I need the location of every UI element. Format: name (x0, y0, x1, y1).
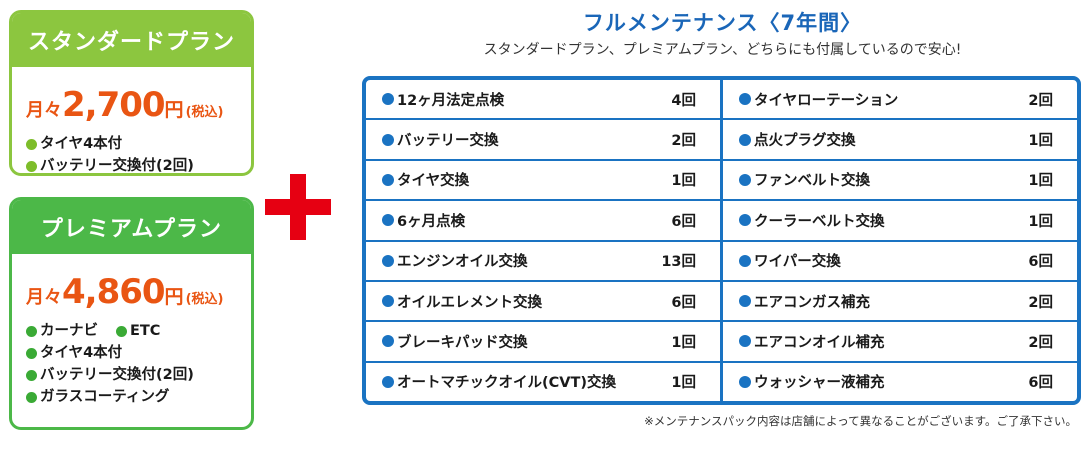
standard-plan-price: 月々 2,700 円 (税込) (26, 85, 251, 125)
price-amount: 2,700 (62, 85, 166, 125)
standard-plan-title: スタンダードプラン (12, 13, 251, 67)
bullet-icon (739, 375, 751, 388)
table-row: ファンベルト交換 1回 (723, 161, 1077, 202)
bullet-icon (382, 93, 394, 106)
feature-item: ガラスコーティング (26, 386, 251, 408)
table-row: タイヤ交換 1回 (366, 161, 720, 202)
bullet-icon (26, 347, 37, 359)
bullet-icon (382, 254, 394, 267)
table-row: 12ヶ月法定点検 4回 (366, 80, 720, 121)
bullet-icon (382, 295, 394, 308)
feature-item: バッテリー交換付(2回) (26, 364, 251, 386)
table-row: オートマチックオイル(CVT)交換 1回 (366, 363, 720, 401)
bullet-icon (382, 335, 394, 348)
price-prefix: 月々 (26, 287, 62, 308)
bullet-icon (739, 335, 751, 348)
feature-item: バッテリー交換付(2回) (26, 155, 251, 173)
bullet-icon (739, 295, 751, 308)
bullet-icon (382, 133, 394, 146)
table-row: ウォッシャー液補充 6回 (723, 363, 1077, 401)
item-count: 1回 (671, 375, 696, 392)
premium-plan-title: プレミアムプラン (12, 200, 251, 254)
price-amount: 4,860 (62, 272, 166, 312)
bullet-icon (26, 138, 37, 150)
table-row: エンジンオイル交換 13回 (366, 242, 720, 282)
item-count: 6回 (1028, 375, 1053, 392)
item-count: 1回 (1028, 173, 1053, 190)
item-count: 6回 (671, 213, 696, 230)
bullet-icon (26, 325, 37, 337)
bullet-icon (739, 254, 751, 267)
table-row: クーラーベルト交換 1回 (723, 201, 1077, 242)
bullet-icon (739, 133, 751, 146)
table-row: タイヤローテーション 2回 (723, 80, 1077, 121)
maintenance-title: フルメンテナンス〈7年間〉 (582, 11, 863, 35)
item-count: 1回 (1028, 213, 1053, 230)
bullet-icon (26, 391, 37, 403)
feature-item: タイヤ4本付 (26, 133, 251, 155)
bullet-icon (739, 173, 751, 186)
table-row: エアコンガス補充 2回 (723, 282, 1077, 323)
item-count: 2回 (1028, 334, 1053, 351)
maintenance-column-left: 12ヶ月法定点検 4回 バッテリー交換 2回 タイヤ交換 1回 6ヶ月点検 6回 エンジ… (366, 80, 723, 401)
bullet-icon (382, 173, 394, 186)
item-count: 1回 (671, 334, 696, 351)
item-count: 4回 (671, 92, 696, 109)
item-count: 1回 (1028, 133, 1053, 150)
bullet-icon (26, 160, 37, 172)
standard-plan-card: スタンダードプラン 月々 2,700 円 (税込) タイヤ4本付 バッテリー交換… (9, 10, 254, 176)
plus-icon (265, 174, 331, 240)
table-row: 6ヶ月点検 6回 (366, 201, 720, 242)
tax-note: (税込) (185, 292, 224, 307)
disclaimer-note: ※メンテナンスパック内容は店舗によって異なることがございます。ご了承下さい。 (644, 414, 1077, 428)
item-count: 13回 (661, 254, 696, 271)
item-count: 6回 (671, 294, 696, 311)
table-row: オイルエレメント交換 6回 (366, 282, 720, 323)
bullet-icon (739, 214, 751, 227)
price-unit: 円 (164, 286, 184, 308)
table-row: 点火プラグ交換 1回 (723, 120, 1077, 161)
premium-plan-price: 月々 4,860 円 (税込) (26, 272, 251, 312)
price-prefix: 月々 (26, 100, 62, 121)
table-row: ワイパー交換 6回 (723, 242, 1077, 282)
maintenance-subtitle: スタンダードプラン、プレミアムプラン、どちらにも付属しているので安心! (483, 42, 962, 58)
tax-note: (税込) (185, 105, 224, 120)
bullet-icon (26, 369, 37, 381)
bullet-icon (739, 93, 751, 106)
item-count: 2回 (671, 133, 696, 150)
table-row: バッテリー交換 2回 (366, 120, 720, 161)
item-count: 2回 (1028, 92, 1053, 109)
premium-plan-card: プレミアムプラン 月々 4,860 円 (税込) カーナビ ETC タイヤ4本付… (9, 197, 254, 430)
item-count: 6回 (1028, 254, 1053, 271)
maintenance-table: 12ヶ月法定点検 4回 バッテリー交換 2回 タイヤ交換 1回 6ヶ月点検 6回 エンジ… (362, 76, 1081, 405)
table-row: エアコンオイル補充 2回 (723, 322, 1077, 363)
maintenance-column-right: タイヤローテーション 2回 点火プラグ交換 1回 ファンベルト交換 1回 クーラーベル… (723, 80, 1077, 401)
bullet-icon (382, 214, 394, 227)
premium-plan-features: カーナビ ETC タイヤ4本付 バッテリー交換付(2回) ガラスコーティング (26, 320, 251, 408)
feature-item: カーナビ ETC (26, 320, 251, 342)
item-count: 2回 (1028, 294, 1053, 311)
feature-item: タイヤ4本付 (26, 342, 251, 364)
standard-plan-features: タイヤ4本付 バッテリー交換付(2回) (26, 133, 251, 173)
item-count: 1回 (671, 173, 696, 190)
bullet-icon (382, 375, 394, 388)
bullet-icon (116, 325, 127, 337)
price-unit: 円 (164, 99, 184, 121)
table-row: ブレーキパッド交換 1回 (366, 322, 720, 363)
